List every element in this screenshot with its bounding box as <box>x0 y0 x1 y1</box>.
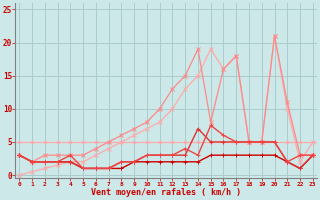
X-axis label: Vent moyen/en rafales ( km/h ): Vent moyen/en rafales ( km/h ) <box>91 188 241 197</box>
